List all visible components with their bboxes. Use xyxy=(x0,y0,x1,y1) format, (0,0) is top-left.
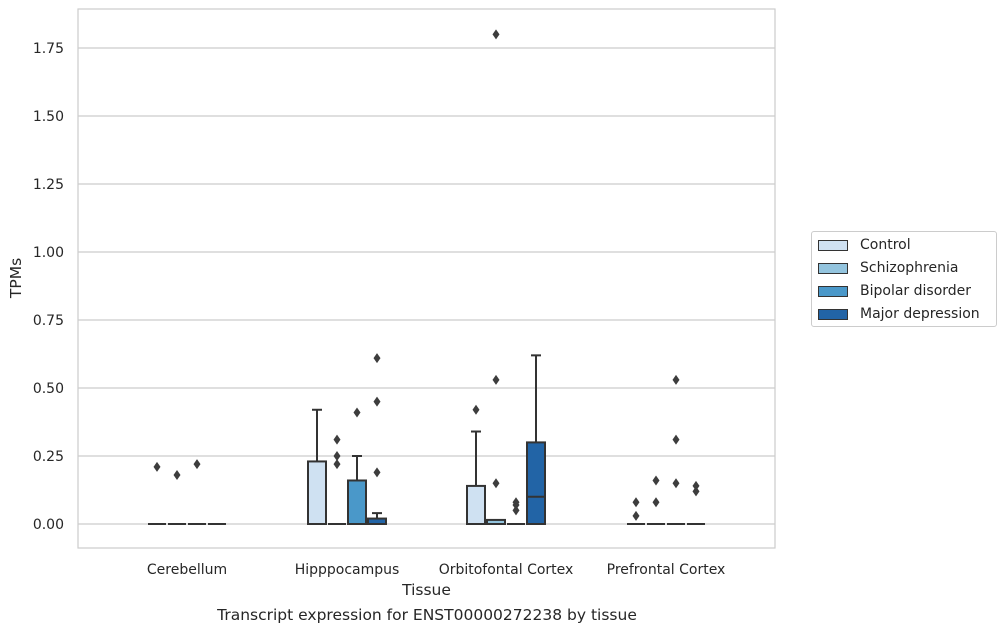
outlier-point xyxy=(472,404,480,415)
legend-swatch xyxy=(818,308,848,320)
outlier-point xyxy=(373,353,381,364)
y-tick-label: 1.00 xyxy=(33,245,64,261)
plot-frame xyxy=(77,8,776,549)
x-tick-label: Prefrontal Cortex xyxy=(607,562,726,578)
outlier-point xyxy=(333,451,341,461)
y-tick-label: 0.75 xyxy=(33,313,64,329)
outlier-point xyxy=(672,478,680,489)
outlier-point xyxy=(373,396,381,407)
box-bipolar-disorder xyxy=(667,374,685,525)
box-control xyxy=(627,497,645,525)
legend-swatch xyxy=(818,262,848,274)
box-major-depression xyxy=(367,353,387,525)
y-tick-label: 1.75 xyxy=(33,41,64,57)
x-tick-label: Orbitofontal Cortex xyxy=(439,562,574,578)
y-axis-title: TPMs xyxy=(7,258,25,299)
outlier-point xyxy=(492,29,500,40)
legend-label: Schizophrenia xyxy=(860,260,959,276)
box-schizophrenia xyxy=(647,475,665,525)
outlier-point xyxy=(632,497,640,508)
legend-label: Major depression xyxy=(860,306,980,322)
legend-entry: Major depression xyxy=(818,304,980,324)
box-major-depression xyxy=(526,354,546,525)
legend-swatch xyxy=(818,239,848,251)
outlier-point xyxy=(692,486,700,497)
legend-label: Control xyxy=(860,237,911,253)
legend-entry: Control xyxy=(818,235,911,255)
outlier-point xyxy=(333,434,341,445)
x-axis-title: Tissue xyxy=(401,581,451,599)
outlier-point xyxy=(373,467,381,478)
box-bipolar-disorder xyxy=(188,459,206,525)
outlier-point xyxy=(492,478,500,489)
legend-swatch xyxy=(818,285,848,297)
box-body xyxy=(347,479,367,526)
x-tick-label: Hipppocampus xyxy=(295,562,400,578)
outlier-point xyxy=(672,434,680,445)
legend-entry: Schizophrenia xyxy=(818,258,958,278)
y-tick-label: 0.50 xyxy=(33,381,64,397)
outlier-point xyxy=(333,459,341,470)
box-schizophrenia xyxy=(486,29,506,525)
outlier-point xyxy=(652,475,660,486)
outlier-point xyxy=(692,480,700,491)
box-body xyxy=(307,460,327,526)
x-tick-label: Cerebellum xyxy=(147,562,227,578)
legend: Control Schizophrenia Bipolar disorder Majo… xyxy=(811,231,997,327)
legend-label: Bipolar disorder xyxy=(860,283,972,299)
box-control xyxy=(148,461,166,525)
outlier-point xyxy=(193,459,201,470)
outlier-point xyxy=(672,374,680,385)
box-body xyxy=(526,441,546,525)
outlier-point xyxy=(512,497,520,508)
box-major-depression xyxy=(687,480,705,525)
outlier-point xyxy=(153,461,161,472)
outlier-point xyxy=(173,470,181,481)
box-bipolar-disorder xyxy=(507,497,525,525)
y-tick-label: 0.25 xyxy=(33,449,64,465)
outlier-point xyxy=(652,497,660,508)
box-control xyxy=(466,404,486,526)
y-tick-label: 1.50 xyxy=(33,109,64,125)
box-control xyxy=(307,408,327,526)
box-body xyxy=(466,484,486,526)
outlier-point xyxy=(512,505,520,516)
outlier-point xyxy=(492,374,500,385)
box-schizophrenia xyxy=(168,470,186,525)
y-tick-label: 0.00 xyxy=(33,517,64,533)
box-schizophrenia xyxy=(328,434,346,525)
box-bipolar-disorder xyxy=(347,407,367,526)
outlier-point xyxy=(353,407,361,418)
legend-entry: Bipolar disorder xyxy=(818,281,971,301)
outlier-point xyxy=(632,510,640,521)
chart-title: Transcript expression for ENST0000027223… xyxy=(217,606,637,624)
y-tick-label: 1.25 xyxy=(33,177,64,193)
